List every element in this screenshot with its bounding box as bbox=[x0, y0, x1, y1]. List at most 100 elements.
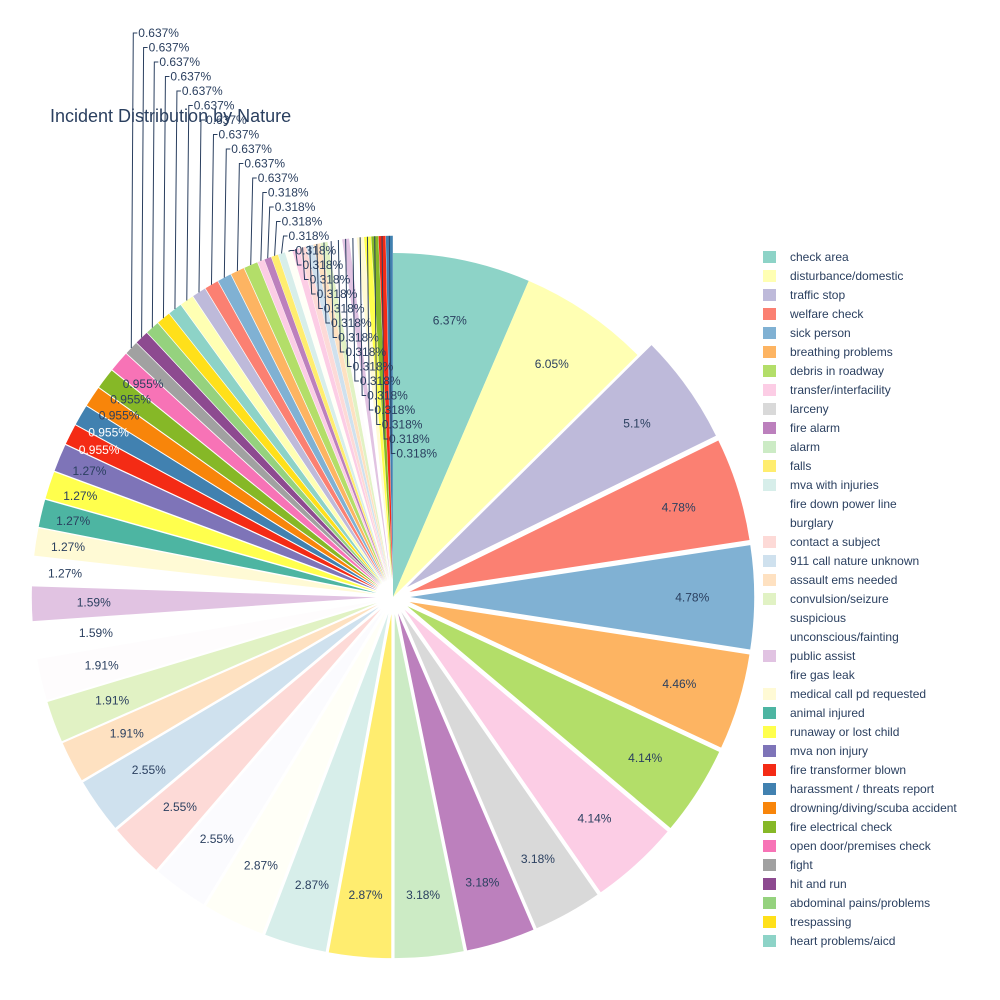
legend-label-trespassing[interactable]: trespassing bbox=[790, 915, 851, 929]
legend-swatch-drowning-diving-scuba-accident bbox=[763, 802, 776, 814]
pie-slice-sick-person-4 bbox=[410, 545, 755, 650]
legend-swatch-contact-a-subject bbox=[763, 536, 776, 548]
legend-label-unconscious-fainting[interactable]: unconscious/fainting bbox=[790, 630, 899, 644]
legend-label-larceny[interactable]: larceny bbox=[790, 402, 829, 416]
pie-slice-harassment-threats-report-28 bbox=[75, 406, 379, 589]
pie-slice-alarm-10 bbox=[394, 614, 464, 959]
legend-label-public-assist[interactable]: public assist bbox=[790, 649, 856, 663]
legend-label-debris-in-roadway[interactable]: debris in roadway bbox=[790, 364, 884, 378]
slice-label-41: 0.637% bbox=[244, 157, 285, 171]
legend-label-animal-injured[interactable]: animal injured bbox=[790, 706, 865, 720]
pie-slice-animal-injured-24 bbox=[38, 499, 377, 594]
legend-label-mva-with-injuries[interactable]: mva with injuries bbox=[790, 478, 879, 492]
legend-label-drowning-diving-scuba-accident[interactable]: drowning/diving/scuba accident bbox=[790, 801, 957, 815]
legend-label-open-door-premises-check[interactable]: open door/premises check bbox=[790, 839, 932, 853]
legend-swatch-medical-call-pd-requested bbox=[763, 688, 776, 700]
leader-line-57 bbox=[359, 237, 367, 396]
legend-label-runaway-or-lost-child[interactable]: runaway or lost child bbox=[790, 725, 899, 739]
legend-label-check-area[interactable]: check area bbox=[790, 250, 849, 264]
slice-label-30: 0.955% bbox=[110, 392, 151, 406]
pie-slice-contact-a-subject-15 bbox=[117, 609, 381, 870]
legend-label-fight[interactable]: fight bbox=[790, 858, 813, 872]
slice-label-31: 0.955% bbox=[123, 377, 164, 391]
slice-label-21: 1.59% bbox=[77, 596, 111, 610]
legend-label-fire-electrical-check[interactable]: fire electrical check bbox=[790, 820, 893, 834]
pie-slice-unlabeled-61 bbox=[385, 235, 393, 580]
leader-line-43 bbox=[260, 192, 267, 261]
pie-slice-traffic-stop-2 bbox=[407, 345, 716, 588]
pie-slice-burglary-14 bbox=[158, 610, 383, 905]
slice-label-36: 0.637% bbox=[182, 84, 223, 98]
pie-slice-unlabeled-58 bbox=[363, 236, 392, 580]
legend-swatch-alarm bbox=[763, 441, 776, 453]
pie-slice-911-call-nature-unknown-16 bbox=[83, 606, 379, 828]
pie-slice-larceny-8 bbox=[401, 612, 598, 929]
slice-label-14: 2.55% bbox=[200, 832, 234, 846]
legend-label-medical-call-pd-requested[interactable]: medical call pd requested bbox=[790, 687, 926, 701]
legend-swatch-fire-electrical-check bbox=[763, 821, 776, 833]
pie-slice-fire-electrical-check-30 bbox=[99, 370, 380, 587]
pie-slice-fight-32 bbox=[126, 343, 381, 586]
legend-label-fire-transformer-blown[interactable]: fire transformer blown bbox=[790, 763, 906, 777]
pie-slice-suspicious-19 bbox=[37, 600, 377, 700]
pie-slice-unlabeled-41 bbox=[231, 268, 386, 582]
legend-label-fire-gas-leak[interactable]: fire gas leak bbox=[790, 668, 856, 682]
slice-label-11: 2.87% bbox=[349, 888, 383, 902]
slice-label-10: 3.18% bbox=[406, 888, 440, 902]
slice-label-8: 3.18% bbox=[521, 852, 555, 866]
slice-label-52: 0.318% bbox=[331, 316, 372, 330]
pie-slice-unlabeled-57 bbox=[356, 236, 392, 580]
legend-label-transfer-interfacility[interactable]: transfer/interfacility bbox=[790, 383, 891, 397]
slice-label-37: 0.637% bbox=[194, 99, 235, 113]
legend-label-fire-alarm[interactable]: fire alarm bbox=[790, 421, 840, 435]
legend-label-sick-person[interactable]: sick person bbox=[790, 326, 851, 340]
legend-label-suspicious[interactable]: suspicious bbox=[790, 611, 846, 625]
legend-swatch-mva-with-injuries bbox=[763, 479, 776, 491]
legend-label-welfare-check[interactable]: welfare check bbox=[789, 307, 864, 321]
legend-label-breathing-problems[interactable]: breathing problems bbox=[790, 345, 893, 359]
slice-label-50: 0.318% bbox=[317, 287, 358, 301]
slice-label-20: 1.59% bbox=[79, 626, 113, 640]
legend-label-burglary[interactable]: burglary bbox=[790, 516, 833, 530]
legend-label-falls[interactable]: falls bbox=[790, 459, 811, 473]
legend-label-convulsion-seizure[interactable]: convulsion/seizure bbox=[790, 592, 889, 606]
leader-line-53 bbox=[330, 241, 338, 338]
slice-label-38: 0.637% bbox=[206, 113, 247, 127]
legend-label-harassment-threats-report[interactable]: harassment / threats report bbox=[790, 782, 935, 796]
legend-label-traffic-stop[interactable]: traffic stop bbox=[790, 288, 845, 302]
slice-label-26: 1.27% bbox=[72, 464, 106, 478]
legend-swatch-heart-problems-aicd bbox=[763, 935, 776, 947]
slice-label-17: 1.91% bbox=[110, 727, 144, 741]
pie-slice-unlabeled-59 bbox=[371, 236, 393, 580]
legend-label-disturbance-domestic[interactable]: disturbance/domestic bbox=[790, 269, 903, 283]
legend-swatch-hit-and-run bbox=[763, 878, 776, 890]
legend-label-assault-ems-needed[interactable]: assault ems needed bbox=[790, 573, 897, 587]
pie-slice-unlabeled-53 bbox=[327, 240, 391, 581]
pie-slice-heart-problems-aicd-36 bbox=[169, 304, 383, 584]
leader-line-56 bbox=[352, 238, 359, 382]
legend-label-mva-non-injury[interactable]: mva non injury bbox=[790, 744, 868, 758]
pie-slice-assault-ems-needed-17 bbox=[62, 604, 378, 781]
slice-label-4: 4.78% bbox=[675, 590, 709, 604]
slice-label-56: 0.318% bbox=[360, 374, 401, 388]
legend-label-alarm[interactable]: alarm bbox=[790, 440, 820, 454]
pie-slice-unlabeled-50 bbox=[306, 244, 390, 581]
slice-label-0: 6.37% bbox=[433, 314, 467, 328]
pie-slice-fire-down-power-line-13 bbox=[206, 612, 386, 934]
legend-label-hit-and-run[interactable]: hit and run bbox=[790, 877, 847, 891]
pie-slice-runaway-or-lost-child-25 bbox=[45, 471, 377, 592]
slice-label-33: 0.637% bbox=[149, 41, 190, 55]
legend-label-911-call-nature-unknown[interactable]: 911 call nature unknown bbox=[790, 554, 919, 568]
legend-swatch-open-door-premises-check bbox=[763, 840, 776, 852]
slice-label-9: 3.18% bbox=[465, 876, 499, 890]
slice-label-15: 2.55% bbox=[163, 800, 197, 814]
legend-swatch-welfare-check bbox=[763, 308, 776, 320]
legend-label-heart-problems-aicd[interactable]: heart problems/aicd bbox=[790, 934, 895, 948]
leader-line-42 bbox=[250, 177, 257, 266]
legend-label-contact-a-subject[interactable]: contact a subject bbox=[790, 535, 881, 549]
chart-title: Incident Distribution by Nature bbox=[50, 106, 291, 126]
legend-label-abdominal-pains-problems[interactable]: abdominal pains/problems bbox=[790, 896, 930, 910]
pie-slice-drowning-diving-scuba-accident-29 bbox=[86, 387, 379, 588]
legend-label-fire-down-power-line[interactable]: fire down power line bbox=[790, 497, 897, 511]
